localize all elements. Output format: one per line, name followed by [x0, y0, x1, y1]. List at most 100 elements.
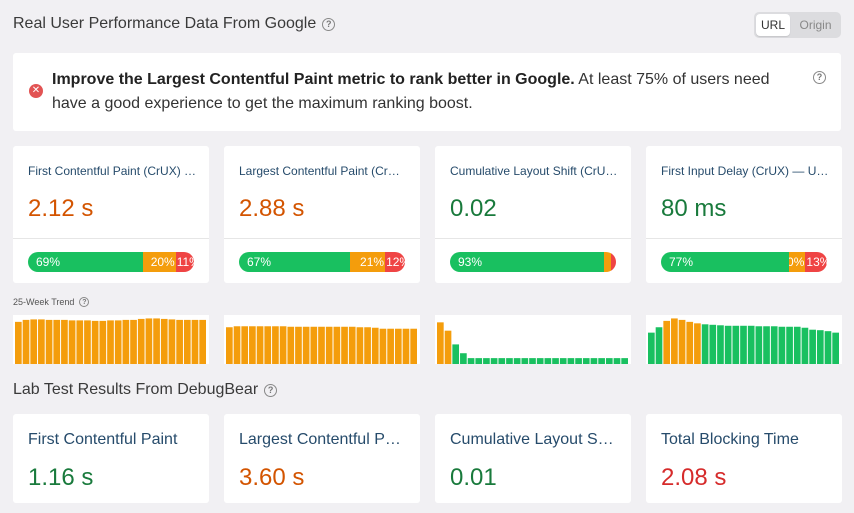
trend-bar — [490, 358, 498, 364]
crux-card-fcp[interactable]: First Contentful Paint (CrUX) … 2.12 s 6… — [13, 146, 209, 283]
distribution-bar: 67% 21% 12% — [239, 252, 405, 272]
trend-bar — [394, 328, 402, 364]
trend-bar — [99, 320, 107, 364]
trend-bar — [160, 318, 168, 364]
trend-bar — [513, 358, 521, 364]
trend-bar — [348, 326, 356, 364]
trend-bar — [809, 329, 816, 364]
distribution-bar: 93% — [450, 252, 616, 272]
trend-bar — [279, 326, 287, 364]
url-origin-toggle[interactable]: URL Origin — [754, 12, 841, 38]
alert-bold-text: Improve the Largest Contentful Paint met… — [52, 71, 575, 88]
trend-bar — [536, 358, 544, 364]
trend-chart-fid[interactable] — [646, 315, 842, 364]
crux-card-cls[interactable]: Cumulative Layout Shift (CrU… 0.02 93% — [435, 146, 631, 283]
good-segment: 93% — [450, 252, 605, 272]
alert-message: Improve the Largest Contentful Paint met… — [52, 68, 797, 116]
trend-chart-svg — [15, 318, 206, 364]
trend-bar — [402, 328, 410, 364]
distribution-bar: 77% 10% 13% — [661, 252, 827, 272]
needs-improvement-segment: 10% — [788, 252, 806, 272]
trend-bar — [15, 321, 22, 364]
trend-bar — [786, 326, 793, 364]
trend-bar — [655, 327, 663, 364]
alert-body-text: At least 75% of users need have a good e… — [52, 71, 770, 112]
lab-card-lcp[interactable]: Largest Contentful P… 3.60 s — [224, 414, 420, 503]
metric-label: Total Blocking Time — [661, 431, 799, 448]
trend-bar — [130, 319, 137, 364]
trend-bar — [30, 319, 38, 364]
trend-bar — [122, 319, 130, 364]
trend-bar — [38, 319, 45, 364]
url-toggle-button[interactable]: URL — [756, 14, 790, 36]
metric-label: Cumulative Layout S… — [450, 431, 614, 448]
lab-card-cls[interactable]: Cumulative Layout S… 0.01 — [435, 414, 631, 503]
trend-chart-cls[interactable] — [435, 315, 631, 364]
trend-chart-svg — [226, 326, 417, 364]
trend-bar — [325, 326, 333, 364]
trend-bar — [61, 319, 68, 364]
help-icon[interactable]: ? — [264, 383, 278, 397]
trend-bar — [747, 325, 755, 364]
trend-bar — [302, 326, 310, 364]
metric-label: Largest Contentful P… — [239, 431, 401, 448]
trend-chart-fcp[interactable] — [13, 315, 209, 364]
lab-card-tbt[interactable]: Total Blocking Time 2.08 s — [646, 414, 842, 503]
trend-bar — [226, 327, 233, 364]
trend-bar — [521, 358, 529, 364]
trend-bar — [371, 327, 379, 364]
crux-card-fid[interactable]: First Input Delay (CrUX) — URL 80 ms 77%… — [646, 146, 842, 283]
metric-label: First Contentful Paint — [28, 431, 178, 448]
trend-bar — [387, 328, 394, 364]
trend-bar — [483, 358, 490, 364]
divider — [13, 238, 209, 239]
trend-chart-svg — [437, 322, 628, 364]
trend-bar — [709, 324, 717, 364]
trend-bar — [801, 327, 809, 364]
trend-bar — [544, 358, 552, 364]
trend-bar — [183, 319, 191, 364]
trend-bar — [648, 332, 655, 364]
lab-section-title: Lab Test Results From DebugBear ? — [13, 381, 278, 399]
trend-bar — [45, 319, 53, 364]
trend-bar — [582, 358, 590, 364]
trend-bar — [671, 318, 678, 364]
trend-bar — [694, 323, 701, 364]
metric-value: 2.88 s — [239, 195, 305, 222]
trend-bar — [199, 319, 206, 364]
crux-card-lcp[interactable]: Largest Contentful Paint (Cr… 2.88 s 67%… — [224, 146, 420, 283]
trend-bar — [770, 326, 778, 364]
help-icon[interactable]: ? — [79, 297, 90, 307]
needs-improvement-segment: 21% — [350, 252, 386, 272]
metric-label: Largest Contentful Paint (Cr… — [239, 164, 400, 178]
trend-bar — [452, 344, 460, 364]
lab-card-fcp[interactable]: First Contentful Paint 1.16 s — [13, 414, 209, 503]
metric-value: 0.01 — [450, 464, 497, 491]
help-icon[interactable]: ? — [322, 17, 336, 31]
real-user-title-text: Real User Performance Data From Google — [13, 15, 317, 32]
trend-bar — [621, 358, 628, 364]
trend-bar — [529, 358, 536, 364]
divider — [435, 238, 631, 239]
trend-bar — [678, 319, 686, 364]
divider — [224, 238, 420, 239]
trend-bar — [68, 320, 76, 364]
good-segment: 77% — [661, 252, 789, 272]
trend-bar — [559, 358, 567, 364]
trend-bar — [724, 325, 732, 364]
good-segment: 67% — [239, 252, 351, 272]
trend-bar — [91, 320, 99, 364]
trend-bar — [333, 326, 341, 364]
needs-improvement-segment — [604, 252, 611, 272]
trend-bar — [567, 358, 575, 364]
trend-bar — [778, 326, 786, 364]
trend-bar — [832, 332, 839, 364]
trend-bar — [755, 326, 763, 364]
needs-improvement-segment: 20% — [142, 252, 176, 272]
trend-chart-lcp[interactable] — [224, 315, 420, 364]
origin-toggle-button[interactable]: Origin — [799, 18, 832, 32]
trend-bar — [613, 358, 621, 364]
trend-bar — [84, 320, 91, 364]
help-icon[interactable]: ? — [813, 71, 826, 84]
metric-value: 2.12 s — [28, 195, 94, 222]
